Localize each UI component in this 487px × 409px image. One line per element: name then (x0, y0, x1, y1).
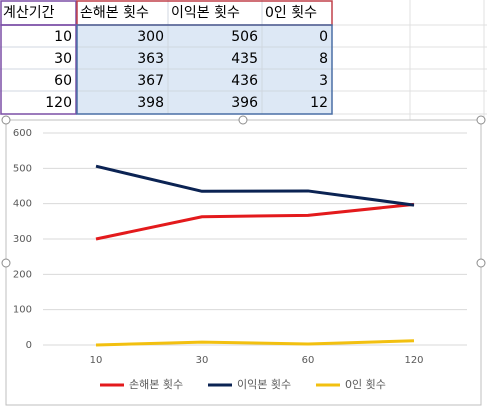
series-line (95, 164, 415, 207)
x-tick-label: 60 (302, 355, 315, 366)
table-cell: 436 (231, 73, 258, 89)
header-cell: 이익본 횟수 (171, 5, 240, 21)
y-tick-label: 600 (13, 128, 32, 139)
y-tick-label: 500 (13, 163, 32, 174)
header-cell: 0인 횟수 (265, 5, 317, 21)
category-range (0, 24, 77, 115)
y-tick-label: 300 (13, 234, 32, 245)
range-grid (0, 0, 332, 114)
table-cell: 396 (231, 95, 258, 111)
chart-area[interactable] (5, 119, 482, 406)
series-line (95, 202, 415, 241)
y-tick-label: 200 (13, 269, 32, 280)
series-line (95, 339, 415, 347)
y-tick-label: 0 (26, 340, 32, 351)
header-cell: 계산기간 (3, 5, 55, 21)
table-cell: 435 (231, 51, 258, 67)
table-cell: 60 (54, 73, 72, 89)
y-tick-label: 400 (13, 199, 32, 210)
table-cell: 506 (231, 29, 258, 45)
legend-label: 0인 횟수 (345, 378, 386, 391)
table-cell: 0 (319, 29, 328, 45)
table-cell: 300 (137, 29, 164, 45)
table-cell: 8 (319, 51, 328, 67)
header-cell: 손해본 횟수 (80, 5, 149, 21)
data-range (76, 24, 333, 115)
table-cell: 30 (54, 51, 72, 67)
x-tick-label: 120 (404, 355, 423, 366)
legend-label: 이익본 횟수 (237, 378, 291, 391)
x-tick-label: 10 (90, 355, 103, 366)
table-cell: 367 (137, 73, 164, 89)
y-tick-label: 100 (13, 305, 32, 316)
table-cell: 12 (310, 95, 328, 111)
table-cell: 120 (45, 95, 72, 111)
table-cell: 398 (137, 95, 164, 111)
table-cell: 363 (137, 51, 164, 67)
sheet-grid (0, 0, 487, 120)
x-tick-label: 30 (196, 355, 209, 366)
table-cell: 3 (319, 73, 328, 89)
legend-label: 손해본 횟수 (129, 377, 183, 391)
table-cell: 10 (54, 29, 72, 45)
chart-handles (1, 115, 486, 268)
